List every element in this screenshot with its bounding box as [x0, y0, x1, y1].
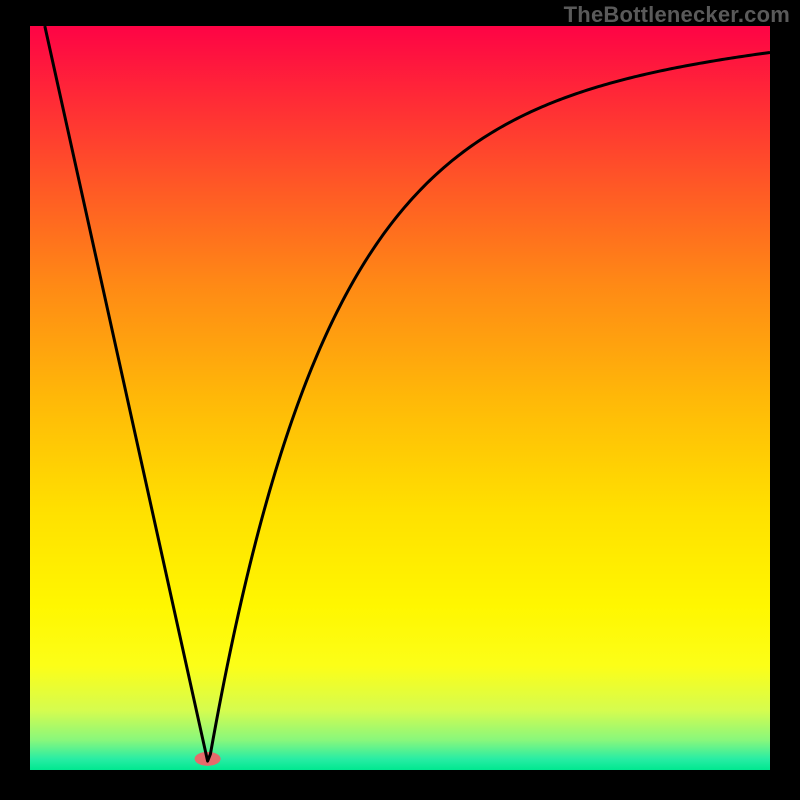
chart-stage: TheBottlenecker.com [0, 0, 800, 800]
gradient-plot [30, 26, 770, 770]
watermark-text: TheBottlenecker.com [564, 2, 790, 28]
chart-svg [0, 0, 800, 800]
